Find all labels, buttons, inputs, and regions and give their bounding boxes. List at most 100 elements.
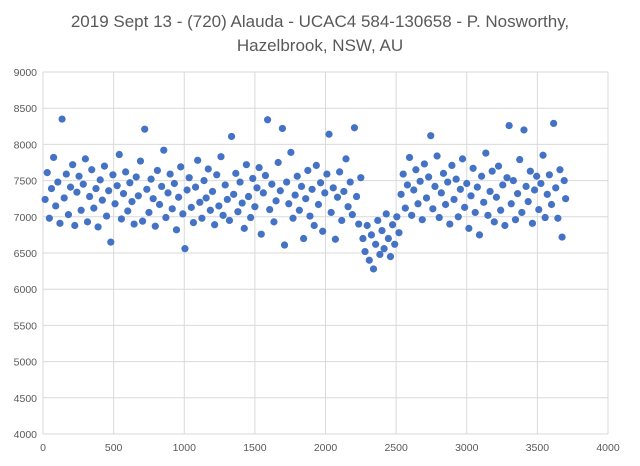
data-point xyxy=(81,155,89,163)
data-point xyxy=(283,178,291,186)
data-point xyxy=(528,219,537,227)
data-point xyxy=(242,161,250,169)
data-point xyxy=(141,125,149,133)
data-point xyxy=(225,216,234,225)
data-point xyxy=(560,177,568,185)
data-point xyxy=(509,177,517,185)
data-point xyxy=(100,162,109,170)
data-point xyxy=(191,183,200,191)
data-point xyxy=(401,204,409,212)
data-point xyxy=(355,220,363,228)
data-point xyxy=(501,221,509,230)
data-point xyxy=(280,241,289,249)
data-point xyxy=(352,192,361,201)
data-point xyxy=(41,195,49,204)
data-point xyxy=(331,235,339,243)
data-point xyxy=(183,186,191,194)
data-point xyxy=(526,167,534,175)
data-point xyxy=(333,193,342,201)
data-point xyxy=(490,218,498,226)
data-point xyxy=(431,182,439,190)
data-point xyxy=(365,256,373,264)
y-tick-label: 4000 xyxy=(14,429,38,441)
data-point xyxy=(175,193,183,201)
data-point xyxy=(206,206,214,214)
data-point xyxy=(111,200,119,208)
data-point xyxy=(266,205,274,214)
data-point xyxy=(537,179,545,188)
data-point xyxy=(458,155,467,163)
data-point xyxy=(480,198,488,206)
data-point xyxy=(238,199,246,207)
data-point xyxy=(465,224,473,232)
data-point xyxy=(71,221,79,230)
y-tick-label: 6000 xyxy=(14,284,38,296)
data-point xyxy=(399,170,407,178)
data-point xyxy=(52,202,60,210)
data-point xyxy=(369,265,378,273)
data-point xyxy=(189,218,198,227)
data-point xyxy=(274,158,282,167)
data-point xyxy=(524,197,532,206)
data-point xyxy=(263,116,272,124)
data-point xyxy=(251,203,259,211)
data-point xyxy=(550,119,558,128)
data-point xyxy=(289,214,297,222)
data-point xyxy=(405,153,414,162)
data-point xyxy=(374,216,382,225)
data-point xyxy=(124,207,132,215)
data-point xyxy=(499,181,507,189)
data-point xyxy=(208,187,217,196)
data-point xyxy=(66,183,75,191)
data-point xyxy=(187,203,195,211)
data-point xyxy=(149,195,157,203)
data-point xyxy=(422,194,431,202)
data-point xyxy=(132,173,140,181)
data-point xyxy=(128,197,136,206)
data-point xyxy=(306,212,314,220)
data-point xyxy=(461,203,469,211)
data-point xyxy=(342,155,350,163)
x-tick-label: 2500 xyxy=(384,442,408,454)
data-point xyxy=(450,195,458,204)
data-point xyxy=(62,170,70,178)
chart-title: 2019 Sept 13 - (720) Alauda - UCAC4 584-… xyxy=(0,10,640,58)
data-point xyxy=(429,205,437,213)
data-point xyxy=(219,211,227,219)
data-point xyxy=(545,171,553,179)
data-point xyxy=(308,185,316,193)
data-point xyxy=(138,217,147,225)
data-point xyxy=(211,221,219,229)
x-tick-label: 1000 xyxy=(173,442,197,454)
data-point xyxy=(240,224,248,232)
data-point xyxy=(162,213,170,222)
data-point xyxy=(361,247,369,256)
data-point xyxy=(452,175,460,183)
data-point xyxy=(98,196,106,204)
data-point xyxy=(166,170,174,178)
data-point xyxy=(54,178,62,186)
data-point xyxy=(172,226,181,234)
data-point xyxy=(155,200,164,209)
data-point xyxy=(164,189,172,197)
data-point xyxy=(346,178,354,186)
data-point xyxy=(363,221,371,230)
data-point xyxy=(441,200,450,209)
data-point xyxy=(471,208,479,217)
data-point xyxy=(482,149,490,157)
data-point xyxy=(554,214,562,222)
data-point xyxy=(319,227,327,235)
data-point xyxy=(302,195,310,203)
data-point xyxy=(227,132,236,141)
data-point xyxy=(437,189,445,197)
data-point xyxy=(403,181,412,189)
data-point xyxy=(60,194,68,202)
data-point xyxy=(378,226,386,235)
data-point xyxy=(530,186,539,194)
data-point xyxy=(105,187,113,195)
data-point xyxy=(467,192,475,200)
data-point xyxy=(439,169,448,177)
data-point xyxy=(420,160,428,168)
